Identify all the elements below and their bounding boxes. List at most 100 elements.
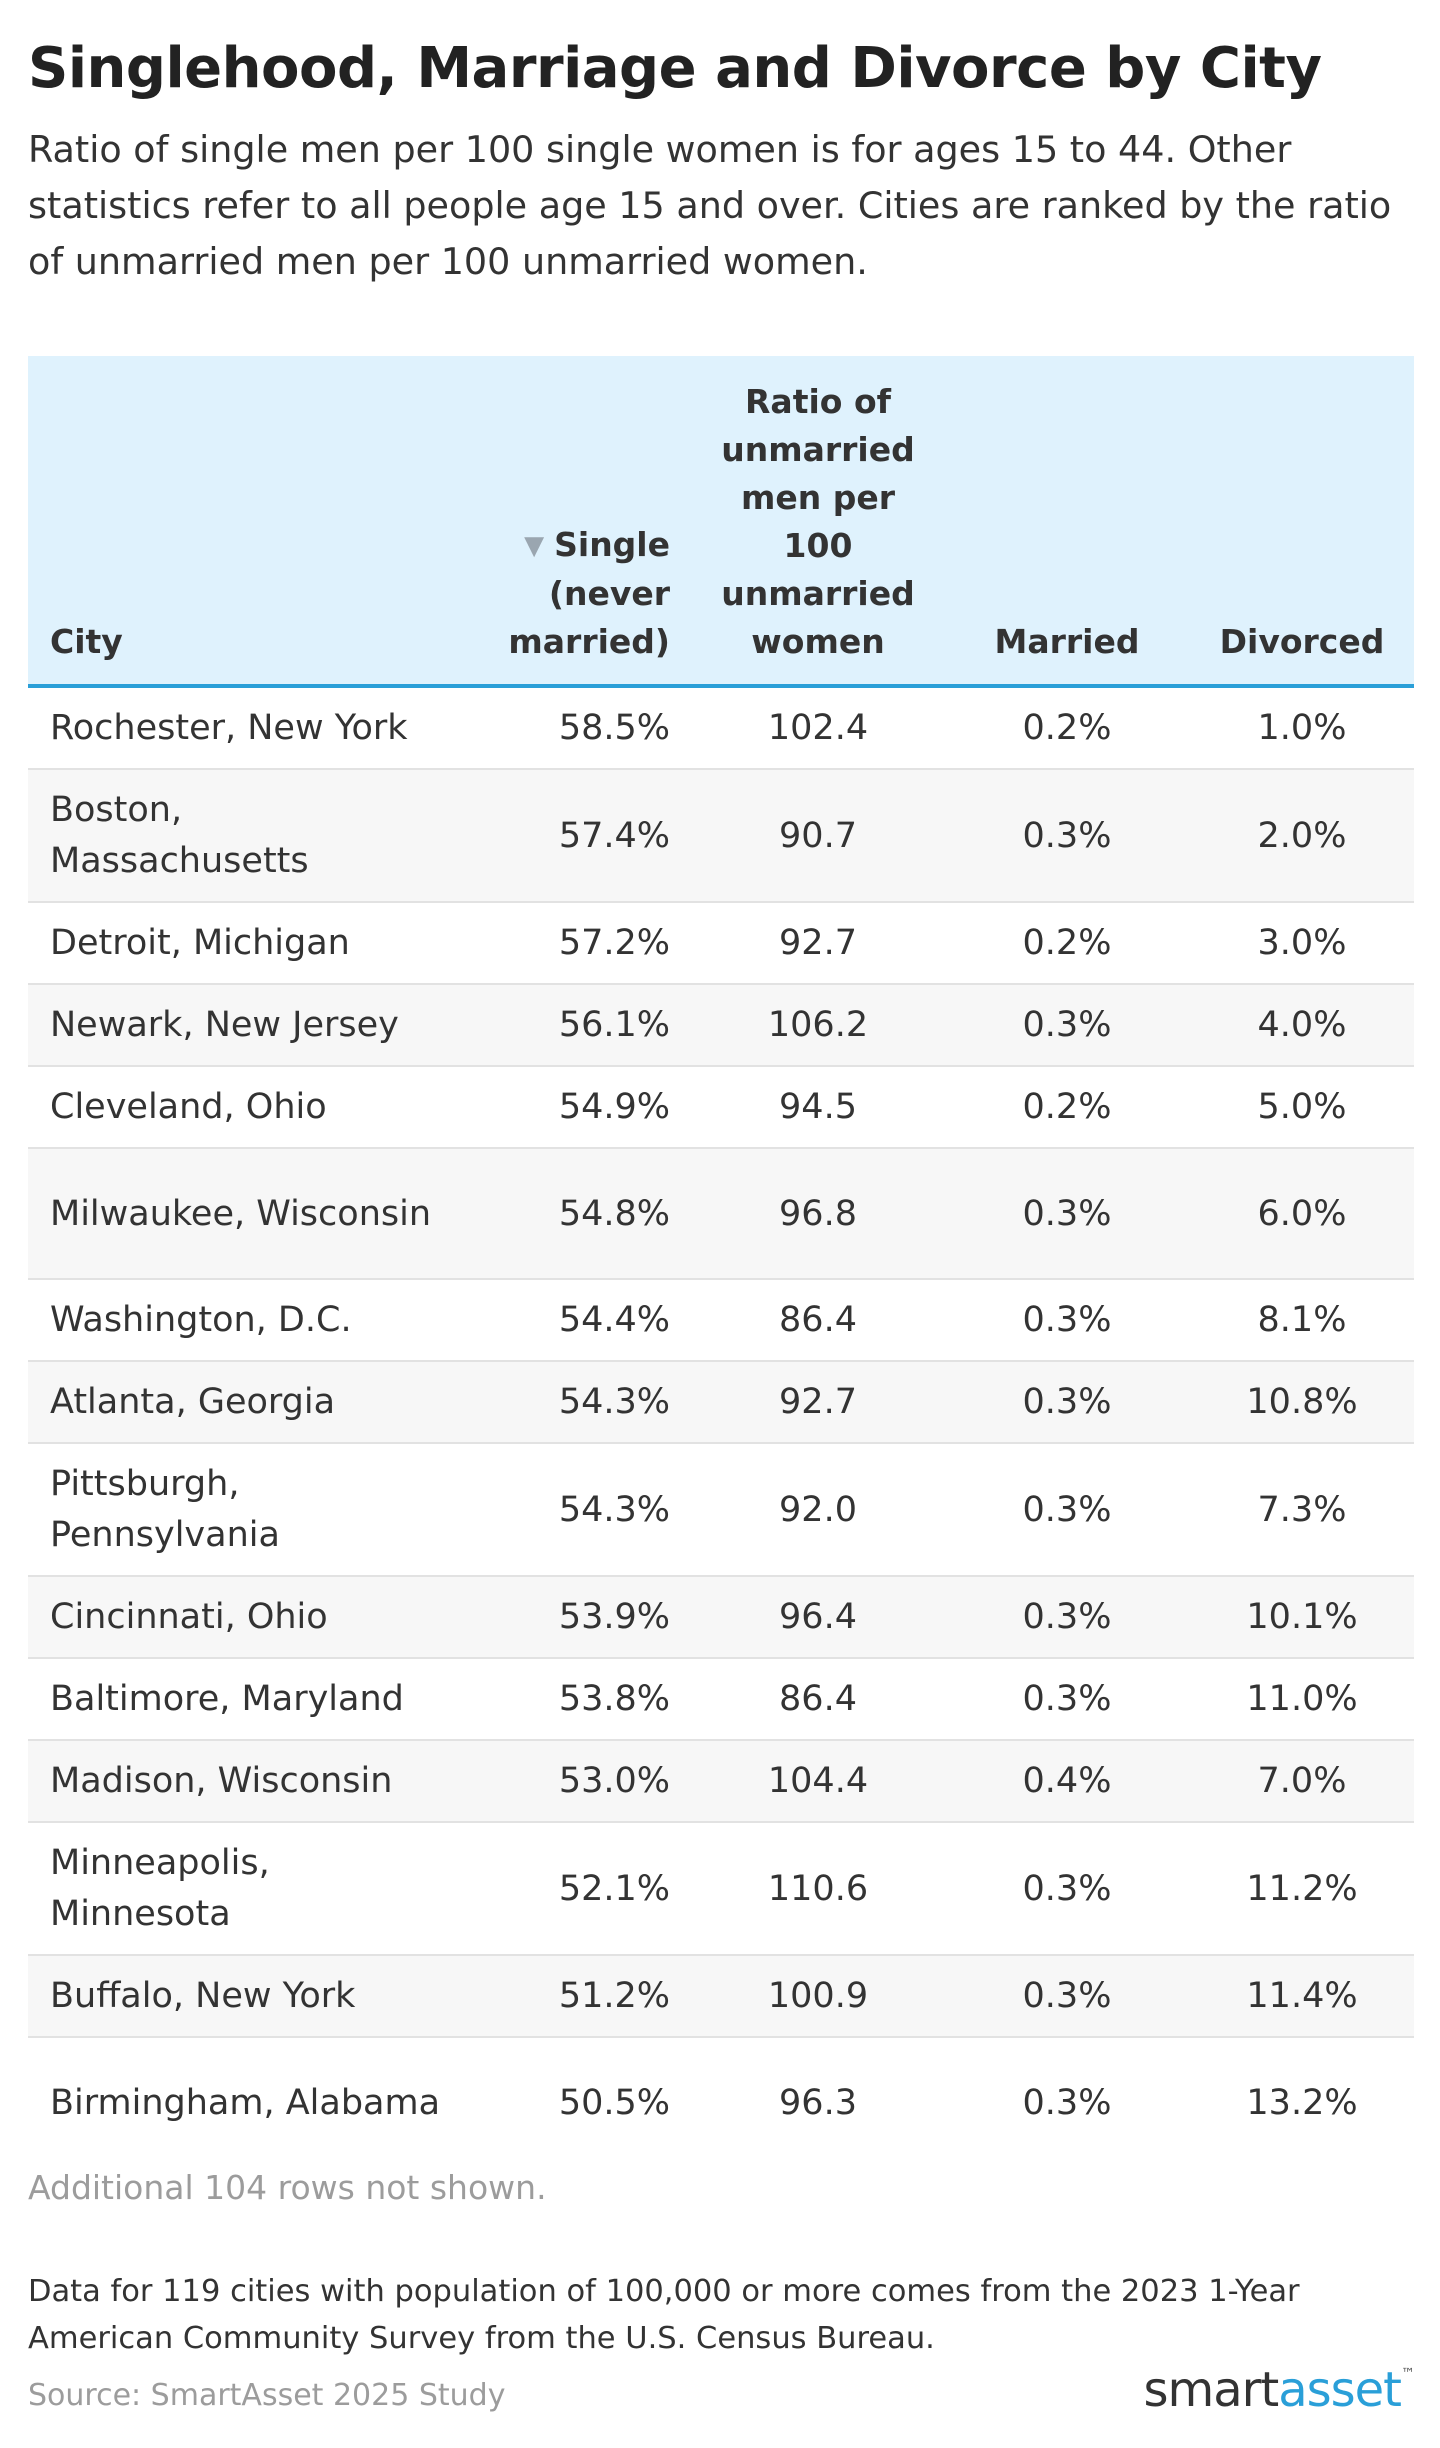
table-row: Detroit, Michigan 57.2% 92.7 0.2% 3.0%: [28, 902, 1414, 985]
hidden-rows-note: Additional 104 rows not shown.: [28, 2168, 547, 2207]
cell-city: Cleveland, Ohio: [28, 1066, 468, 1149]
cell-divorced: 7.3%: [1190, 1443, 1414, 1577]
table-row: Washington, D.C. 54.4% 86.4 0.3% 8.1%: [28, 1279, 1414, 1362]
cell-single: 57.2%: [468, 902, 692, 985]
cell-city: Rochester, New York: [28, 686, 468, 770]
table-row: Rochester, New York 58.5% 102.4 0.2% 1.0…: [28, 686, 1414, 770]
cell-married: 0.3%: [944, 1148, 1190, 1280]
table-header-row: City ▼ Single (never married) Ratio of un…: [28, 356, 1414, 688]
table-body: Rochester, New York 58.5% 102.4 0.2% 1.0…: [28, 686, 1414, 2168]
cell-ratio: 96.4: [692, 1576, 944, 1659]
cell-single: 54.4%: [468, 1279, 692, 1362]
column-header-city-label: City: [50, 622, 123, 661]
cell-single: 52.1%: [468, 1822, 692, 1956]
cell-ratio: 94.5: [692, 1066, 944, 1149]
cell-city: Washington, D.C.: [28, 1279, 468, 1362]
cell-divorced: 5.0%: [1190, 1066, 1414, 1149]
cell-city: Boston, Massachusetts: [28, 769, 468, 903]
column-header-single-label: Single (never married): [508, 525, 670, 661]
column-header-single[interactable]: ▼ Single (never married): [468, 356, 692, 688]
table-row: Newark, New Jersey 56.1% 106.2 0.3% 4.0%: [28, 984, 1414, 1067]
column-header-married[interactable]: Married: [944, 356, 1190, 688]
logo-part-asset: asset: [1278, 2362, 1402, 2418]
table-row: Atlanta, Georgia 54.3% 92.7 0.3% 10.8%: [28, 1361, 1414, 1444]
cell-ratio: 92.7: [692, 1361, 944, 1444]
cell-married: 0.3%: [944, 984, 1190, 1067]
cell-single: 58.5%: [468, 686, 692, 770]
cell-married: 0.3%: [944, 1955, 1190, 2038]
cell-married: 0.3%: [944, 1361, 1190, 1444]
cell-married: 0.3%: [944, 1576, 1190, 1659]
cell-single: 54.8%: [468, 1148, 692, 1280]
cell-ratio: 96.3: [692, 2037, 944, 2168]
column-header-ratio[interactable]: Ratio of unmarried men per 100 unmarried…: [692, 356, 944, 688]
cell-city: Birmingham, Alabama: [28, 2037, 468, 2168]
cell-ratio: 96.8: [692, 1148, 944, 1280]
logo-part-smart: smart: [1143, 2362, 1279, 2418]
cell-married: 0.3%: [944, 1279, 1190, 1362]
cell-divorced: 2.0%: [1190, 769, 1414, 903]
cell-ratio: 106.2: [692, 984, 944, 1067]
cell-single: 50.5%: [468, 2037, 692, 2168]
smartasset-logo: smartasset™: [1143, 2362, 1415, 2418]
cell-ratio: 102.4: [692, 686, 944, 770]
cell-ratio: 86.4: [692, 1658, 944, 1741]
cell-married: 0.4%: [944, 1740, 1190, 1823]
table-row: Boston, Massachusetts 57.4% 90.7 0.3% 2.…: [28, 769, 1414, 903]
cell-divorced: 4.0%: [1190, 984, 1414, 1067]
table-row: Baltimore, Maryland 53.8% 86.4 0.3% 11.0…: [28, 1658, 1414, 1741]
cell-city: Madison, Wisconsin: [28, 1740, 468, 1823]
cell-ratio: 90.7: [692, 769, 944, 903]
cell-single: 54.3%: [468, 1443, 692, 1577]
cell-city: Milwaukee, Wisconsin: [28, 1148, 468, 1280]
cell-divorced: 11.4%: [1190, 1955, 1414, 2038]
cell-divorced: 8.1%: [1190, 1279, 1414, 1362]
cell-married: 0.2%: [944, 686, 1190, 770]
table-row: Madison, Wisconsin 53.0% 104.4 0.4% 7.0%: [28, 1740, 1414, 1823]
cell-ratio: 86.4: [692, 1279, 944, 1362]
cell-divorced: 13.2%: [1190, 2037, 1414, 2168]
column-header-ratio-label: Ratio of unmarried men per 100 unmarried…: [721, 382, 915, 661]
data-table: City ▼ Single (never married) Ratio of un…: [28, 356, 1414, 2168]
cell-ratio: 92.0: [692, 1443, 944, 1577]
chart-subtitle: Ratio of single men per 100 single women…: [28, 128, 1392, 283]
table-row: Buffalo, New York 51.2% 100.9 0.3% 11.4%: [28, 1955, 1414, 2038]
cell-divorced: 10.8%: [1190, 1361, 1414, 1444]
table-row: Cleveland, Ohio 54.9% 94.5 0.2% 5.0%: [28, 1066, 1414, 1149]
cell-divorced: 11.2%: [1190, 1822, 1414, 1956]
cell-divorced: 6.0%: [1190, 1148, 1414, 1280]
cell-city: Atlanta, Georgia: [28, 1361, 468, 1444]
sort-descending-icon: ▼: [524, 531, 545, 561]
cell-city: Cincinnati, Ohio: [28, 1576, 468, 1659]
cell-divorced: 10.1%: [1190, 1576, 1414, 1659]
cell-city: Detroit, Michigan: [28, 902, 468, 985]
table-row: Birmingham, Alabama 50.5% 96.3 0.3% 13.2…: [28, 2037, 1414, 2168]
data-note: Data for 119 cities with population of 1…: [28, 2274, 1300, 2356]
cell-married: 0.3%: [944, 1443, 1190, 1577]
cell-single: 53.0%: [468, 1740, 692, 1823]
cell-single: 53.9%: [468, 1576, 692, 1659]
cell-single: 54.3%: [468, 1361, 692, 1444]
cell-ratio: 104.4: [692, 1740, 944, 1823]
table-row: Pittsburgh, Pennsylvania 54.3% 92.0 0.3%…: [28, 1443, 1414, 1577]
column-header-divorced-label: Divorced: [1219, 622, 1385, 661]
cell-married: 0.3%: [944, 769, 1190, 903]
cell-city: Buffalo, New York: [28, 1955, 468, 2038]
column-header-city[interactable]: City: [28, 356, 468, 688]
column-header-divorced[interactable]: Divorced: [1190, 356, 1414, 688]
cell-city: Pittsburgh, Pennsylvania: [28, 1443, 468, 1577]
chart-title: Singlehood, Marriage and Divorce by City: [28, 36, 1322, 101]
cell-city: Minneapolis, Minnesota: [28, 1822, 468, 1956]
cell-single: 54.9%: [468, 1066, 692, 1149]
cell-city: Baltimore, Maryland: [28, 1658, 468, 1741]
cell-divorced: 7.0%: [1190, 1740, 1414, 1823]
source-line: Source: SmartAsset 2025 Study: [28, 2378, 506, 2413]
cell-single: 56.1%: [468, 984, 692, 1067]
cell-single: 53.8%: [468, 1658, 692, 1741]
cell-married: 0.3%: [944, 2037, 1190, 2168]
cell-ratio: 100.9: [692, 1955, 944, 2038]
cell-married: 0.2%: [944, 1066, 1190, 1149]
cell-married: 0.3%: [944, 1658, 1190, 1741]
cell-divorced: 3.0%: [1190, 902, 1414, 985]
cell-married: 0.3%: [944, 1822, 1190, 1956]
